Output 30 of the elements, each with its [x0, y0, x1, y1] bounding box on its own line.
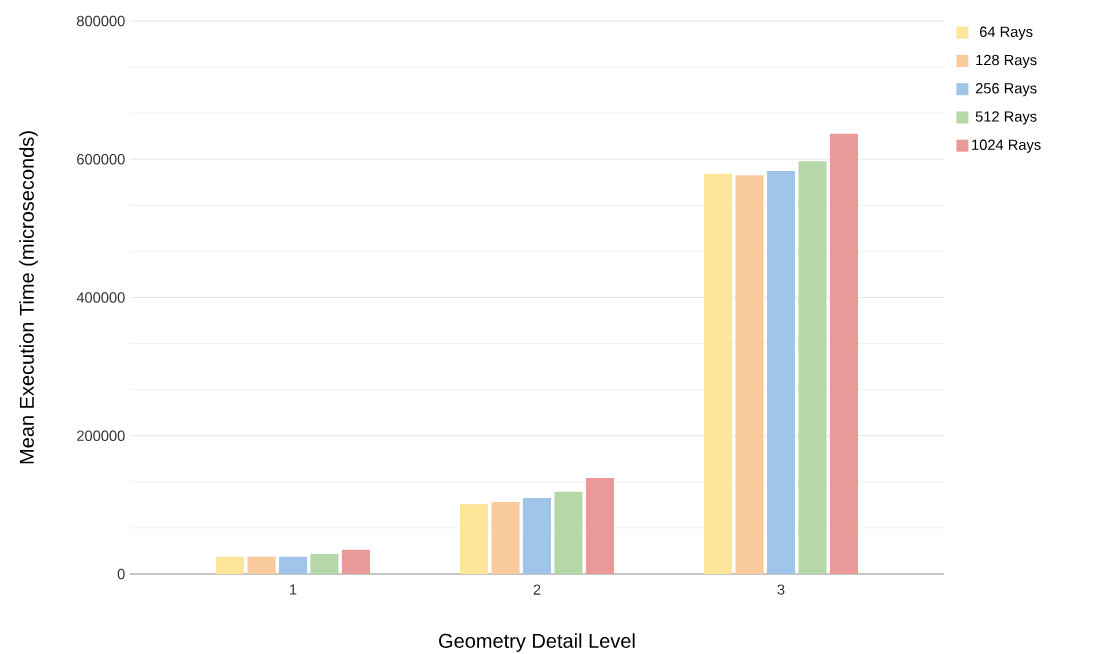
y-tick-label: 400000	[76, 292, 125, 303]
bar	[704, 173, 733, 574]
bar	[216, 556, 245, 574]
x-tick-label: 2	[533, 584, 541, 595]
bar	[247, 556, 276, 574]
bar	[310, 553, 339, 574]
bar	[522, 497, 552, 574]
legend-label: 512 Rays	[975, 111, 1037, 125]
bar	[585, 477, 614, 574]
bar	[735, 175, 764, 574]
y-tick-label: 0	[117, 568, 125, 580]
y-tick-label: 200000	[77, 430, 125, 441]
x-tick-label: 3	[777, 584, 785, 595]
legend-label: 256 Rays	[975, 83, 1037, 97]
legend-label: 1024 Rays	[972, 139, 1041, 153]
y-tick-label: 800000	[76, 15, 125, 27]
bar	[341, 549, 370, 574]
legend-label: 64 Rays	[979, 26, 1033, 40]
bar	[460, 504, 489, 574]
bar	[491, 502, 520, 574]
legend-label: 128 Rays	[976, 54, 1037, 69]
bar	[766, 171, 796, 574]
y-axis-title: Mean Execution Time (microseconds)	[19, 131, 38, 464]
x-axis-title: Geometry Detail Level	[439, 633, 635, 652]
x-tick-label: 1	[290, 584, 297, 595]
bar	[798, 161, 827, 574]
bar	[554, 491, 583, 574]
bar	[829, 133, 858, 574]
y-tick-label: 600000	[77, 154, 125, 165]
bar	[278, 556, 308, 574]
